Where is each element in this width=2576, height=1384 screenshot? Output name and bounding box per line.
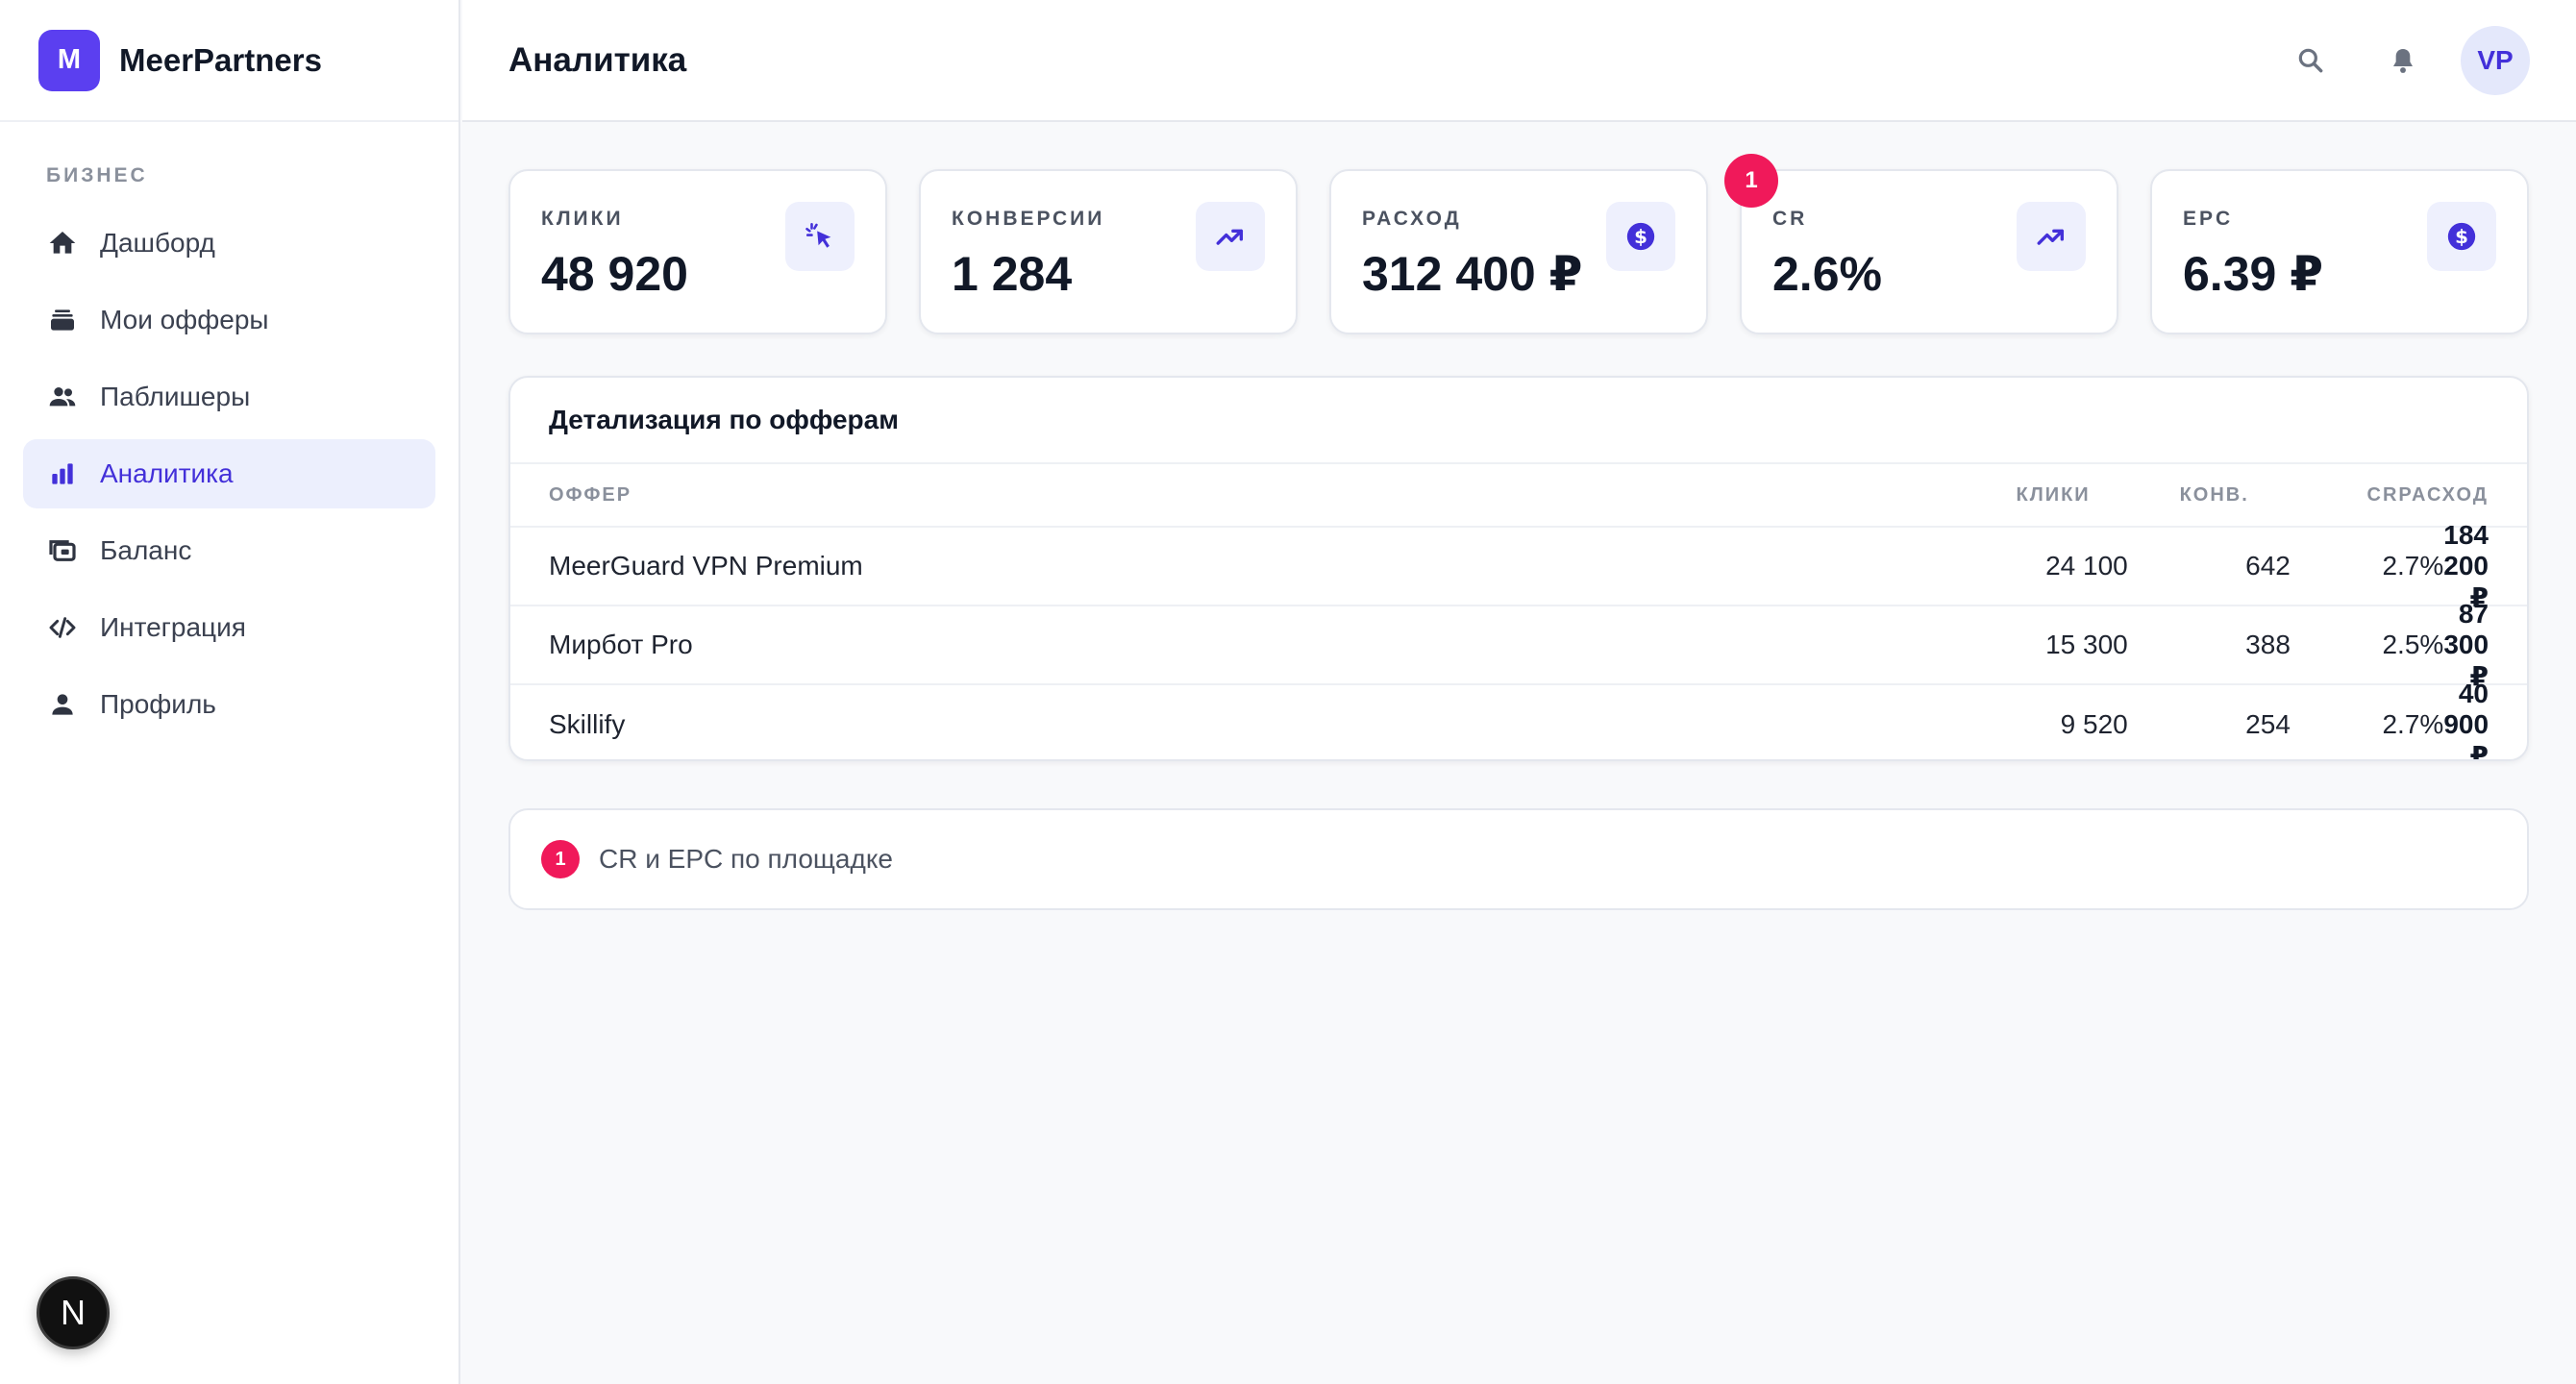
framework-badge[interactable]: N — [37, 1276, 110, 1349]
avatar[interactable]: VP — [2461, 26, 2530, 95]
trending-up-icon — [2017, 202, 2086, 271]
sidebar-item-integration[interactable]: Интеграция — [23, 593, 435, 662]
kpi-card-epc: EPC 6.39 ₽ $ — [2150, 169, 2529, 334]
cell-spend: 184 200 ₽ — [2443, 519, 2489, 612]
cell-offer: Skillify — [549, 709, 626, 739]
cell-spend: 40 900 ₽ — [2443, 678, 2489, 761]
sidebar-item-label: Мои офферы — [100, 305, 269, 334]
cell-clicks: 9 520 — [2060, 709, 2128, 739]
table-row[interactable]: Skillify 9 520 254 2.7% 40 900 ₽ — [510, 679, 2527, 760]
table-title: Детализация по офферам — [510, 378, 2527, 464]
kpi-value: 1 284 — [952, 247, 1073, 301]
svg-text:$: $ — [2455, 226, 2468, 248]
sidebar-item-analytics[interactable]: Аналитика — [23, 439, 435, 508]
sidebar-section-label: БИЗНЕС — [46, 164, 148, 186]
annotation-note: 1 CR и EPC по площадке — [508, 808, 2529, 910]
stack-icon — [46, 304, 79, 336]
brand[interactable]: M MeerPartners — [0, 0, 458, 122]
cell-conv: 254 — [2245, 709, 2291, 739]
sidebar-item-label: Интеграция — [100, 612, 246, 642]
kpi-card-spend: РАСХОД 312 400 ₽ $ — [1329, 169, 1708, 334]
kpi-label: EPC — [2183, 208, 2234, 230]
kpi-card-clicks: КЛИКИ 48 920 — [508, 169, 887, 334]
column-header-offer: ОФФЕР — [549, 483, 632, 506]
kpi-value: 312 400 ₽ — [1362, 247, 1583, 301]
cell-cr: 2.7% — [2382, 551, 2444, 581]
cell-conv: 388 — [2245, 630, 2291, 659]
cell-offer: Мирбот Pro — [549, 630, 693, 659]
kpi-row: КЛИКИ 48 920 КОНВЕРСИИ 1 284 РАСХОД 312 … — [508, 169, 2529, 334]
annotation-text: CR и EPC по площадке — [599, 844, 893, 874]
column-header-clicks: КЛИКИ — [2016, 483, 2091, 506]
page-title: Аналитика — [508, 40, 687, 79]
brand-logo: M — [38, 29, 100, 91]
kpi-card-conversions: КОНВЕРСИИ 1 284 — [919, 169, 1298, 334]
cell-cr: 2.7% — [2382, 709, 2444, 739]
column-header-cr: CR — [2366, 483, 2399, 506]
sidebar-item-label: Профиль — [100, 689, 216, 719]
kpi-label: КЛИКИ — [541, 208, 624, 230]
users-icon — [46, 381, 79, 413]
sidebar-nav: Дашборд Мои офферы Паблишеры Аналитика Б… — [0, 209, 458, 739]
header-actions: VP — [2276, 26, 2530, 95]
sidebar: M MeerPartners БИЗНЕС Дашборд Мои офферы… — [0, 0, 460, 1384]
cell-cr: 2.5% — [2382, 630, 2444, 659]
sidebar-item-profile[interactable]: Профиль — [23, 670, 435, 739]
person-icon — [46, 688, 79, 721]
sidebar-item-label: Аналитика — [100, 458, 234, 488]
kpi-card-cr: CR 2.6% — [1740, 169, 2118, 334]
sidebar-item-dashboard[interactable]: Дашборд — [23, 209, 435, 278]
kpi-label: РАСХОД — [1362, 208, 1462, 230]
table-row[interactable]: Мирбот Pro 15 300 388 2.5% 87 300 ₽ — [510, 599, 2527, 691]
kpi-value: 2.6% — [1772, 247, 1882, 301]
sidebar-item-label: Баланс — [100, 535, 192, 565]
kpi-label: КОНВЕРСИИ — [952, 208, 1105, 230]
sidebar-item-label: Паблишеры — [100, 382, 251, 411]
wallet-icon — [46, 534, 79, 567]
cell-clicks: 24 100 — [2045, 551, 2128, 581]
sidebar-item-balance[interactable]: Баланс — [23, 516, 435, 585]
brand-name: MeerPartners — [119, 41, 322, 78]
offers-table-card: Детализация по офферам ОФФЕР КЛИКИ КОНВ.… — [508, 376, 2529, 761]
dollar-circle-icon: $ — [1606, 202, 1675, 271]
kpi-value: 48 920 — [541, 247, 688, 301]
cell-conv: 642 — [2245, 551, 2291, 581]
cursor-click-icon — [785, 202, 855, 271]
kpi-value: 6.39 ₽ — [2183, 247, 2323, 301]
sidebar-item-label: Дашборд — [100, 228, 215, 258]
column-header-conv: КОНВ. — [2179, 483, 2249, 506]
svg-text:$: $ — [1634, 226, 1647, 248]
trending-up-icon — [1196, 202, 1265, 271]
code-icon — [46, 611, 79, 644]
bell-icon[interactable] — [2368, 26, 2438, 95]
column-header-spend: РАСХОД — [2398, 483, 2489, 506]
dollar-circle-icon: $ — [2427, 202, 2496, 271]
cell-spend: 87 300 ₽ — [2443, 598, 2489, 691]
bar-chart-icon — [46, 457, 79, 490]
sidebar-item-publishers[interactable]: Паблишеры — [23, 362, 435, 432]
cell-offer: MeerGuard VPN Premium — [549, 551, 863, 581]
sidebar-item-offers[interactable]: Мои офферы — [23, 285, 435, 355]
top-header: Аналитика VP — [462, 0, 2576, 122]
home-icon — [46, 227, 79, 260]
annotation-marker: 1 — [541, 840, 580, 878]
cell-clicks: 15 300 — [2045, 630, 2128, 659]
annotation-marker[interactable]: 1 — [1724, 154, 1778, 208]
kpi-label: CR — [1772, 208, 1808, 230]
search-icon[interactable] — [2276, 26, 2345, 95]
table-row[interactable]: MeerGuard VPN Premium 24 100 642 2.7% 18… — [510, 520, 2527, 612]
table-header-row: ОФФЕР КЛИКИ КОНВ. CR РАСХОД — [510, 464, 2527, 528]
